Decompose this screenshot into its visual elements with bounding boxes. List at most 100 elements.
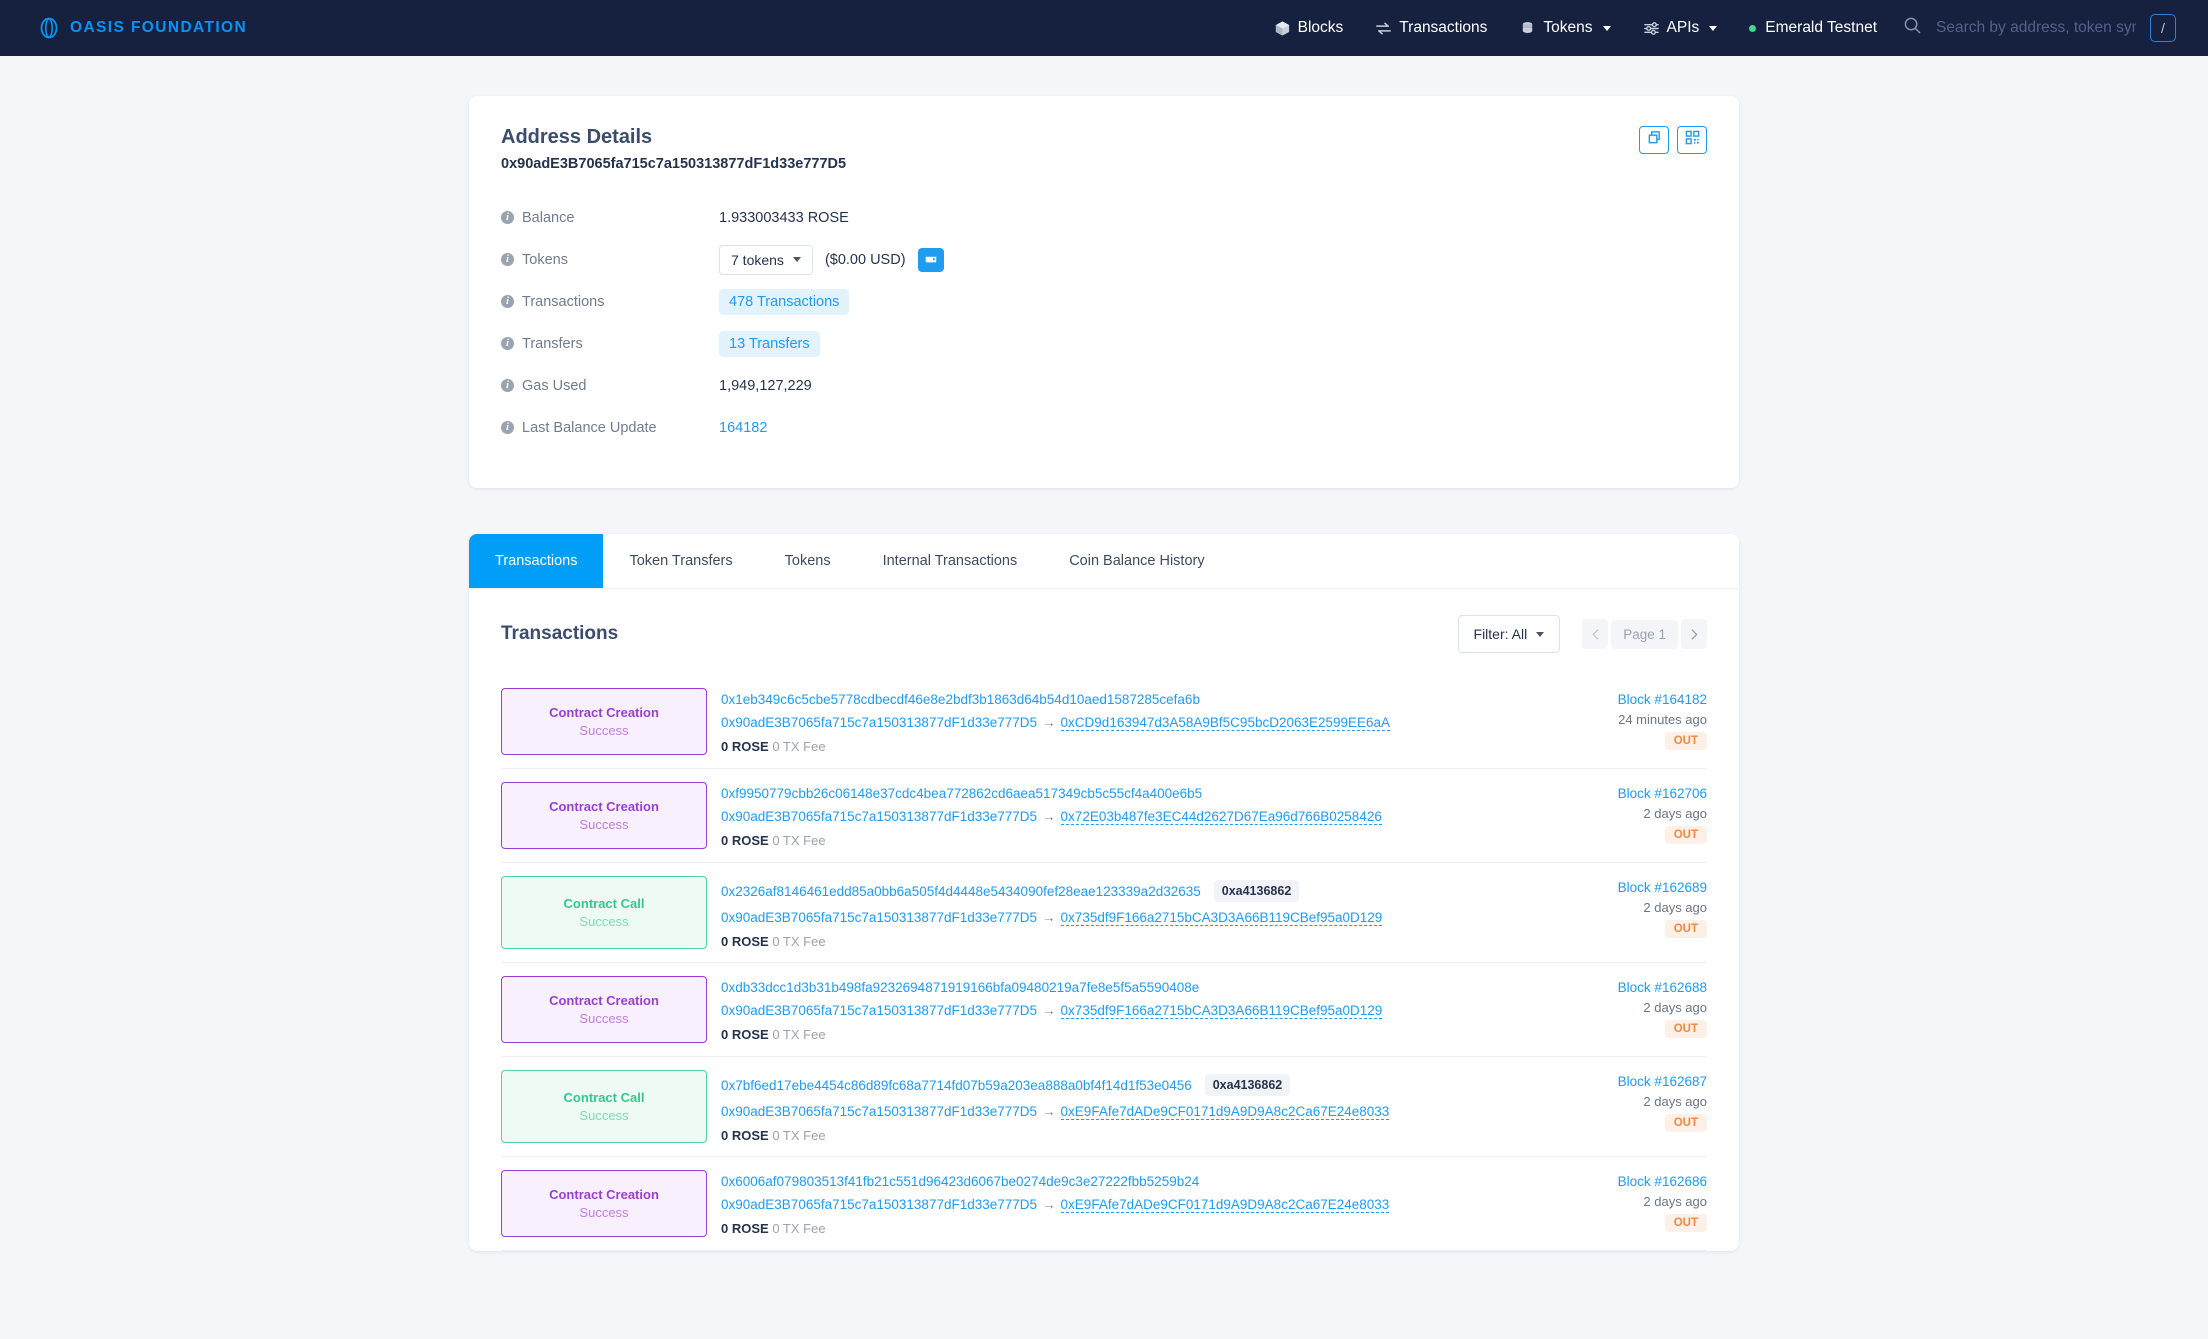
tab-bar: Transactions Token Transfers Tokens Inte…	[469, 534, 1739, 589]
tx-value-amount: 0 ROSE	[721, 739, 769, 754]
table-row[interactable]: Contract Creation Success 0x1eb349c6c5cb…	[501, 675, 1707, 769]
tx-block-link[interactable]: Block #162688	[1617, 980, 1707, 995]
cube-icon	[1274, 20, 1291, 37]
tab-internal-transactions[interactable]: Internal Transactions	[882, 553, 1018, 569]
tx-to-link[interactable]: 0xCD9d163947d3A58A9Bf5C95bcD2063E2599EE6…	[1060, 715, 1391, 731]
nav-item-tokens[interactable]: Tokens	[1503, 0, 1626, 56]
detail-value-tokens: 7 tokens ($0.00 USD)	[719, 244, 944, 275]
table-row[interactable]: Contract Creation Success 0xdb33dcc1d3b3…	[501, 963, 1707, 1057]
table-row[interactable]: Contract Call Success 0x7bf6ed17ebe4454c…	[501, 1057, 1707, 1157]
tx-block-link[interactable]: Block #162686	[1617, 1174, 1707, 1189]
tx-to-link[interactable]: 0xE9FAfe7dADe9CF0171d9A9D9A8c2Ca67E24e80…	[1060, 1197, 1390, 1213]
network-dot-icon	[1749, 24, 1757, 32]
tx-to-link[interactable]: 0x735df9F166a2715bCA3D3A66B119CBef95a0D1…	[1060, 910, 1383, 926]
info-icon[interactable]: i	[501, 253, 514, 266]
tx-type-badge: Contract Creation Success	[501, 1170, 707, 1237]
tx-type-name: Contract Call	[563, 896, 645, 911]
tx-block-link[interactable]: Block #162687	[1617, 1074, 1707, 1089]
tx-hash-link[interactable]: 0xdb33dcc1d3b31b498fa9232694871919166bfa…	[721, 980, 1200, 995]
table-row[interactable]: Contract Creation Success 0xf9950779cbb2…	[501, 769, 1707, 863]
brand-logo[interactable]: OASIS FOUNDATION	[38, 17, 247, 39]
page-indicator[interactable]: Page 1	[1611, 619, 1678, 649]
transfers-count-link[interactable]: 13 Transfers	[719, 330, 820, 357]
address-action-buttons	[1639, 126, 1707, 154]
next-page-button[interactable]	[1681, 619, 1707, 649]
top-navbar: OASIS FOUNDATION Blocks Transactions	[0, 0, 2208, 56]
tx-from-link[interactable]: 0x90adE3B7065fa715c7a150313877dF1d33e777…	[721, 809, 1038, 824]
arrow-icon: →	[1042, 1104, 1056, 1119]
tx-block-link[interactable]: Block #162706	[1617, 786, 1707, 801]
nav-item-network[interactable]: Emerald Testnet	[1733, 0, 1893, 56]
tx-to-link[interactable]: 0xE9FAfe7dADe9CF0171d9A9D9A8c2Ca67E24e80…	[1060, 1104, 1390, 1120]
nav-item-apis[interactable]: APIs	[1627, 0, 1734, 56]
nav-item-transactions[interactable]: Transactions	[1359, 0, 1503, 56]
tx-address-line: 0x90adE3B7065fa715c7a150313877dF1d33e777…	[721, 909, 1537, 927]
tx-from-link[interactable]: 0x90adE3B7065fa715c7a150313877dF1d33e777…	[721, 1197, 1038, 1212]
tx-value-line: 0 ROSE 0 TX Fee	[721, 934, 1537, 949]
tx-hash-link[interactable]: 0x7bf6ed17ebe4454c86d89fc68a7714fd07b59a…	[721, 1077, 1192, 1093]
tx-hash-link[interactable]: 0x1eb349c6c5cbe5778cdbecdf46e8e2bdf3b186…	[721, 692, 1200, 707]
table-row[interactable]: Contract Call Success 0x2326af8146461edd…	[501, 863, 1707, 963]
info-icon[interactable]: i	[501, 337, 514, 350]
prev-page-button[interactable]	[1582, 619, 1609, 649]
tab-transactions[interactable]: Transactions	[469, 534, 604, 588]
info-icon[interactable]: i	[501, 295, 514, 308]
tx-age: 24 minutes ago	[1618, 712, 1707, 727]
tx-block-link[interactable]: Block #164182	[1617, 692, 1707, 707]
info-icon[interactable]: i	[501, 379, 514, 392]
search-bar[interactable]: /	[1903, 14, 2184, 42]
detail-label-tokens: i Tokens	[501, 252, 719, 268]
tx-details: 0xf9950779cbb26c06148e37cdc4bea772862cd6…	[707, 782, 1537, 849]
nav-item-blocks[interactable]: Blocks	[1258, 0, 1360, 56]
detail-label-transfers: i Transfers	[501, 336, 719, 352]
search-input[interactable]	[1936, 19, 2136, 37]
tx-hash-line: 0x6006af079803513f41fb21c551d96423d6067b…	[721, 1174, 1537, 1189]
arrow-icon: →	[1042, 809, 1056, 824]
tab-token-transfers[interactable]: Token Transfers	[629, 553, 733, 569]
tx-status: Success	[579, 914, 629, 929]
tx-type-badge: Contract Call Success	[501, 1070, 707, 1143]
tab-tokens[interactable]: Tokens	[784, 553, 831, 569]
table-row[interactable]: Contract Creation Success 0x6006af079803…	[501, 1157, 1707, 1251]
pagination: Page 1	[1582, 619, 1707, 649]
filter-label: Filter: All	[1473, 626, 1528, 642]
detail-row-transfers: i Transfers 13 Transfers	[501, 328, 1707, 359]
tx-method-badge: 0xa4136862	[1204, 1074, 1291, 1096]
copy-address-button[interactable]	[1639, 126, 1669, 154]
tx-type-name: Contract Creation	[549, 1187, 659, 1202]
tx-to-link[interactable]: 0x72E03b487fe3EC44d2627D67Ea96d766B02584…	[1060, 809, 1382, 825]
tokens-dropdown[interactable]: 7 tokens	[719, 244, 813, 275]
detail-label-last-balance-update: i Last Balance Update	[501, 420, 719, 436]
last-balance-block-link[interactable]: 164182	[719, 419, 768, 436]
info-icon[interactable]: i	[501, 421, 514, 434]
tx-hash-link[interactable]: 0x6006af079803513f41fb21c551d96423d6067b…	[721, 1174, 1200, 1189]
tx-hash-link[interactable]: 0x2326af8146461edd85a0bb6a505f4d4448e543…	[721, 883, 1201, 899]
detail-row-last-balance-update: i Last Balance Update 164182	[501, 412, 1707, 443]
tx-direction-badge: OUT	[1664, 1114, 1707, 1132]
transactions-count-link[interactable]: 478 Transactions	[719, 288, 850, 315]
tx-status: Success	[579, 723, 629, 738]
tx-details: 0x1eb349c6c5cbe5778cdbecdf46e8e2bdf3b186…	[707, 688, 1537, 755]
tx-from-link[interactable]: 0x90adE3B7065fa715c7a150313877dF1d33e777…	[721, 910, 1038, 925]
tx-address-line: 0x90adE3B7065fa715c7a150313877dF1d33e777…	[721, 1196, 1537, 1214]
tx-block-link[interactable]: Block #162689	[1617, 880, 1707, 895]
tx-to-link[interactable]: 0x735df9F166a2715bCA3D3A66B119CBef95a0D1…	[1060, 1003, 1383, 1019]
address-hash: 0x90adE3B7065fa715c7a150313877dF1d33e777…	[501, 156, 847, 172]
tx-hash-link[interactable]: 0xf9950779cbb26c06148e37cdc4bea772862cd6…	[721, 786, 1203, 801]
qr-code-button[interactable]	[1677, 126, 1707, 154]
info-icon[interactable]: i	[501, 211, 514, 224]
chevron-down-icon	[1709, 25, 1718, 31]
label-text: Gas Used	[522, 377, 587, 394]
tx-value-amount: 0 ROSE	[721, 833, 769, 848]
tx-details: 0x6006af079803513f41fb21c551d96423d6067b…	[707, 1170, 1537, 1237]
add-to-wallet-button[interactable]	[917, 247, 944, 272]
tx-hash-line: 0x1eb349c6c5cbe5778cdbecdf46e8e2bdf3b186…	[721, 692, 1537, 707]
tx-from-link[interactable]: 0x90adE3B7065fa715c7a150313877dF1d33e777…	[721, 715, 1038, 730]
tx-hash-line: 0x7bf6ed17ebe4454c86d89fc68a7714fd07b59a…	[721, 1074, 1537, 1096]
tab-coin-balance-history[interactable]: Coin Balance History	[1069, 553, 1205, 569]
filter-dropdown[interactable]: Filter: All	[1457, 615, 1561, 653]
tx-meta: Block #164182 24 minutes ago OUT	[1537, 688, 1707, 755]
tx-status: Success	[579, 1011, 629, 1026]
tx-from-link[interactable]: 0x90adE3B7065fa715c7a150313877dF1d33e777…	[721, 1104, 1038, 1119]
tx-from-link[interactable]: 0x90adE3B7065fa715c7a150313877dF1d33e777…	[721, 1003, 1038, 1018]
